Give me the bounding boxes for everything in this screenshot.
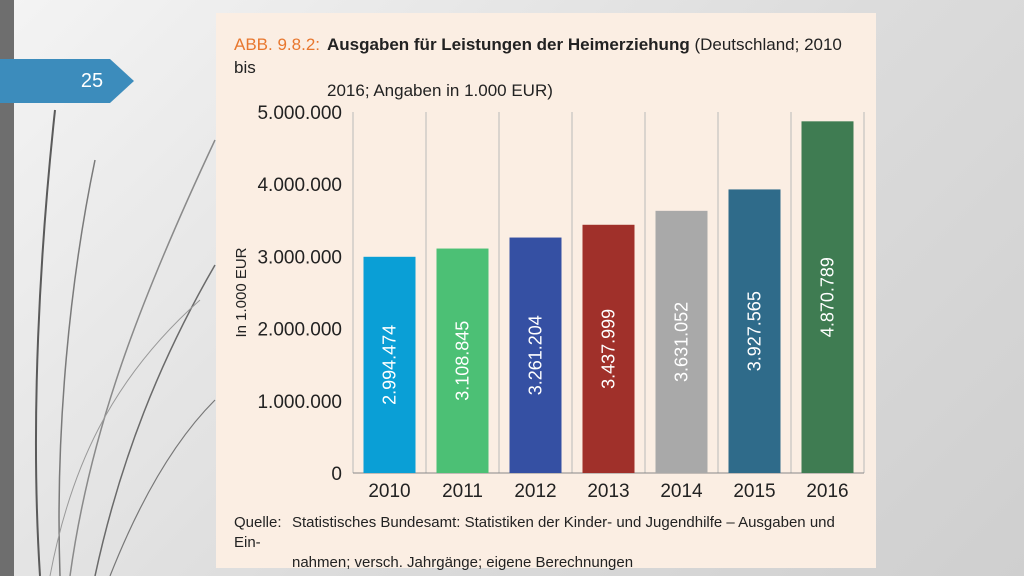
x-tick-label: 2012 xyxy=(514,481,556,502)
decorative-curves xyxy=(34,109,216,576)
figure-title-main: Ausgaben für Leistungen der Heimerziehun… xyxy=(327,35,690,54)
bar-value-label: 3.108.845 xyxy=(453,321,473,401)
source-label: Quelle: xyxy=(234,514,282,531)
bar-2012 xyxy=(509,237,562,473)
bar-2015 xyxy=(728,189,781,473)
bar-2010 xyxy=(363,256,416,473)
bar-value-label: 3.437.999 xyxy=(599,309,619,389)
bar-2011 xyxy=(436,248,489,473)
bar-value-label: 4.870.789 xyxy=(818,257,838,337)
y-tick-label: 2.000.000 xyxy=(257,320,342,341)
y-tick-label: 1.000.000 xyxy=(257,392,342,413)
x-tick-label: 2016 xyxy=(806,481,848,502)
x-tick-label: 2015 xyxy=(733,481,775,502)
source-line-2: nahmen; versch. Jahrgänge; eigene Berech… xyxy=(292,554,634,571)
bar-value-label: 3.261.204 xyxy=(526,315,546,395)
bar-value-label: 3.927.565 xyxy=(745,291,765,371)
bar-value-label: 3.631.052 xyxy=(672,302,692,382)
figure-label: ABB. 9.8.2: xyxy=(234,35,320,54)
y-tick-label: 3.000.000 xyxy=(257,247,342,268)
bar-2016 xyxy=(801,121,854,473)
left-accent-strip xyxy=(0,0,14,576)
slide-number: 25 xyxy=(80,70,104,92)
y-tick-label: 4.000.000 xyxy=(257,175,342,196)
source-line-1: Statistisches Bundesamt: Statistiken der… xyxy=(234,514,835,551)
bar-chart: 0 1.000.000 2.000.000 3.000.000 4.000.000 5.0… xyxy=(233,103,865,502)
source-note: Quelle: Statistisches Bundesamt: Statisti… xyxy=(234,513,864,573)
slide-number-tab: 25 xyxy=(0,59,134,103)
x-tick-label: 2011 xyxy=(442,481,483,502)
figure-title-line2: 2016; Angaben in 1.000 EUR) xyxy=(327,81,553,100)
figure-title-rest: (Deutschland; 2010 bis xyxy=(234,35,842,77)
y-tick-label: 5.000.000 xyxy=(257,103,342,124)
y-axis-title: In 1.000 EUR xyxy=(233,247,250,337)
x-tick-label: 2014 xyxy=(660,481,703,502)
x-tick-label: 2010 xyxy=(368,481,410,502)
bar-2013 xyxy=(582,224,635,473)
y-tick-label: 0 xyxy=(331,464,342,485)
bar-value-label: 2.994.474 xyxy=(380,325,400,405)
bar-2014 xyxy=(655,210,708,473)
figure-panel: ABB. 9.8.2: Ausgaben für Leistungen der H… xyxy=(216,13,876,571)
x-tick-label: 2013 xyxy=(587,481,629,502)
figure-title: ABB. 9.8.2: Ausgaben für Leistungen der H… xyxy=(234,33,859,102)
